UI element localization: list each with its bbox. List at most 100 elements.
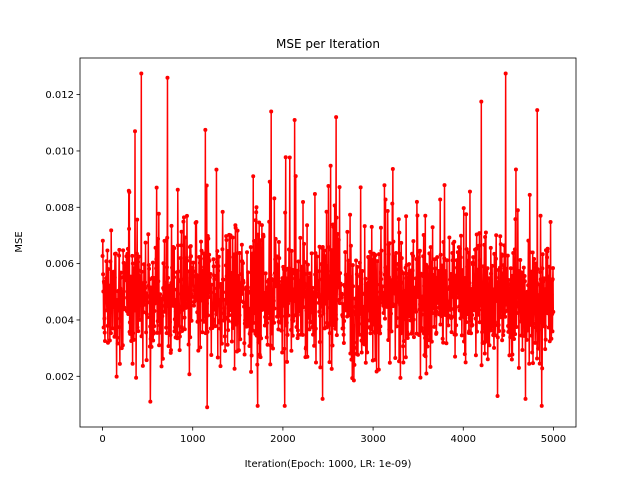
data-point [141,310,146,315]
data-point [314,360,319,365]
data-point [345,292,350,297]
data-point [420,294,425,299]
data-point [413,276,418,281]
data-point [381,310,386,315]
data-point [533,275,538,280]
data-point [170,265,175,270]
data-point [202,256,207,261]
data-point [230,320,235,325]
data-point [378,225,383,230]
data-point [209,309,214,314]
data-point [415,213,420,218]
data-point [432,324,437,329]
data-point [363,276,368,281]
data-point [239,242,244,247]
data-point [191,303,196,308]
data-point [527,192,532,197]
data-point [478,303,483,308]
data-point [305,262,310,267]
data-point [293,313,298,318]
data-point [330,282,335,287]
data-point [323,286,328,291]
data-point [283,310,288,315]
data-point [214,312,219,317]
data-point [216,268,221,273]
data-point [227,285,232,290]
data-point [464,247,469,252]
data-point [267,316,272,321]
data-point [394,281,399,286]
data-point [283,155,288,160]
data-point [546,302,551,307]
data-point [505,308,510,313]
data-point [257,220,262,225]
data-point [104,308,109,313]
data-point [212,273,217,278]
data-point [331,225,336,230]
data-point [163,297,168,302]
data-point [181,215,186,220]
data-point [537,301,542,306]
data-point [349,320,354,325]
data-point [292,299,297,304]
data-point [289,276,294,281]
data-point [401,360,406,365]
data-point [411,317,416,322]
data-point [473,316,478,321]
data-point [364,287,369,292]
data-point [156,306,161,311]
data-point [112,270,117,275]
data-point [144,312,149,317]
data-point [151,331,156,336]
data-point [110,289,115,294]
data-point [498,234,503,239]
data-point [355,352,360,357]
data-point [272,320,277,325]
data-point [412,298,417,303]
data-point [362,291,367,296]
data-point [430,311,435,316]
data-point [515,311,520,316]
data-point [386,337,391,342]
data-point [367,290,372,295]
data-point [221,277,226,282]
data-point [255,403,260,408]
data-point [125,295,130,300]
data-point [299,264,304,269]
data-point [522,333,527,338]
data-point [356,315,361,320]
data-point [148,399,153,404]
data-point [550,329,555,334]
x-tick-label: 5000 [541,434,566,445]
data-point [303,272,308,277]
data-point [179,277,183,282]
data-point [525,328,530,333]
data-point [204,301,209,306]
data-point [259,336,264,341]
data-point [508,266,513,271]
data-point [368,249,373,254]
data-point [481,326,486,331]
data-point [464,320,469,325]
x-tick-label: 4000 [451,434,476,445]
data-point [200,291,205,296]
data-point [471,255,476,260]
data-point [428,319,433,324]
data-point [385,304,390,309]
data-point [332,304,337,309]
data-point [171,303,176,308]
data-point [134,303,139,308]
data-point [209,290,214,295]
data-point [137,299,142,304]
data-point [460,268,465,273]
data-point [542,323,547,328]
data-point [139,71,144,76]
data-point [275,274,280,279]
data-point [454,274,459,279]
data-point [108,331,113,336]
data-point [352,345,357,350]
data-point [532,257,537,262]
data-point [183,235,188,240]
data-point [519,285,524,290]
